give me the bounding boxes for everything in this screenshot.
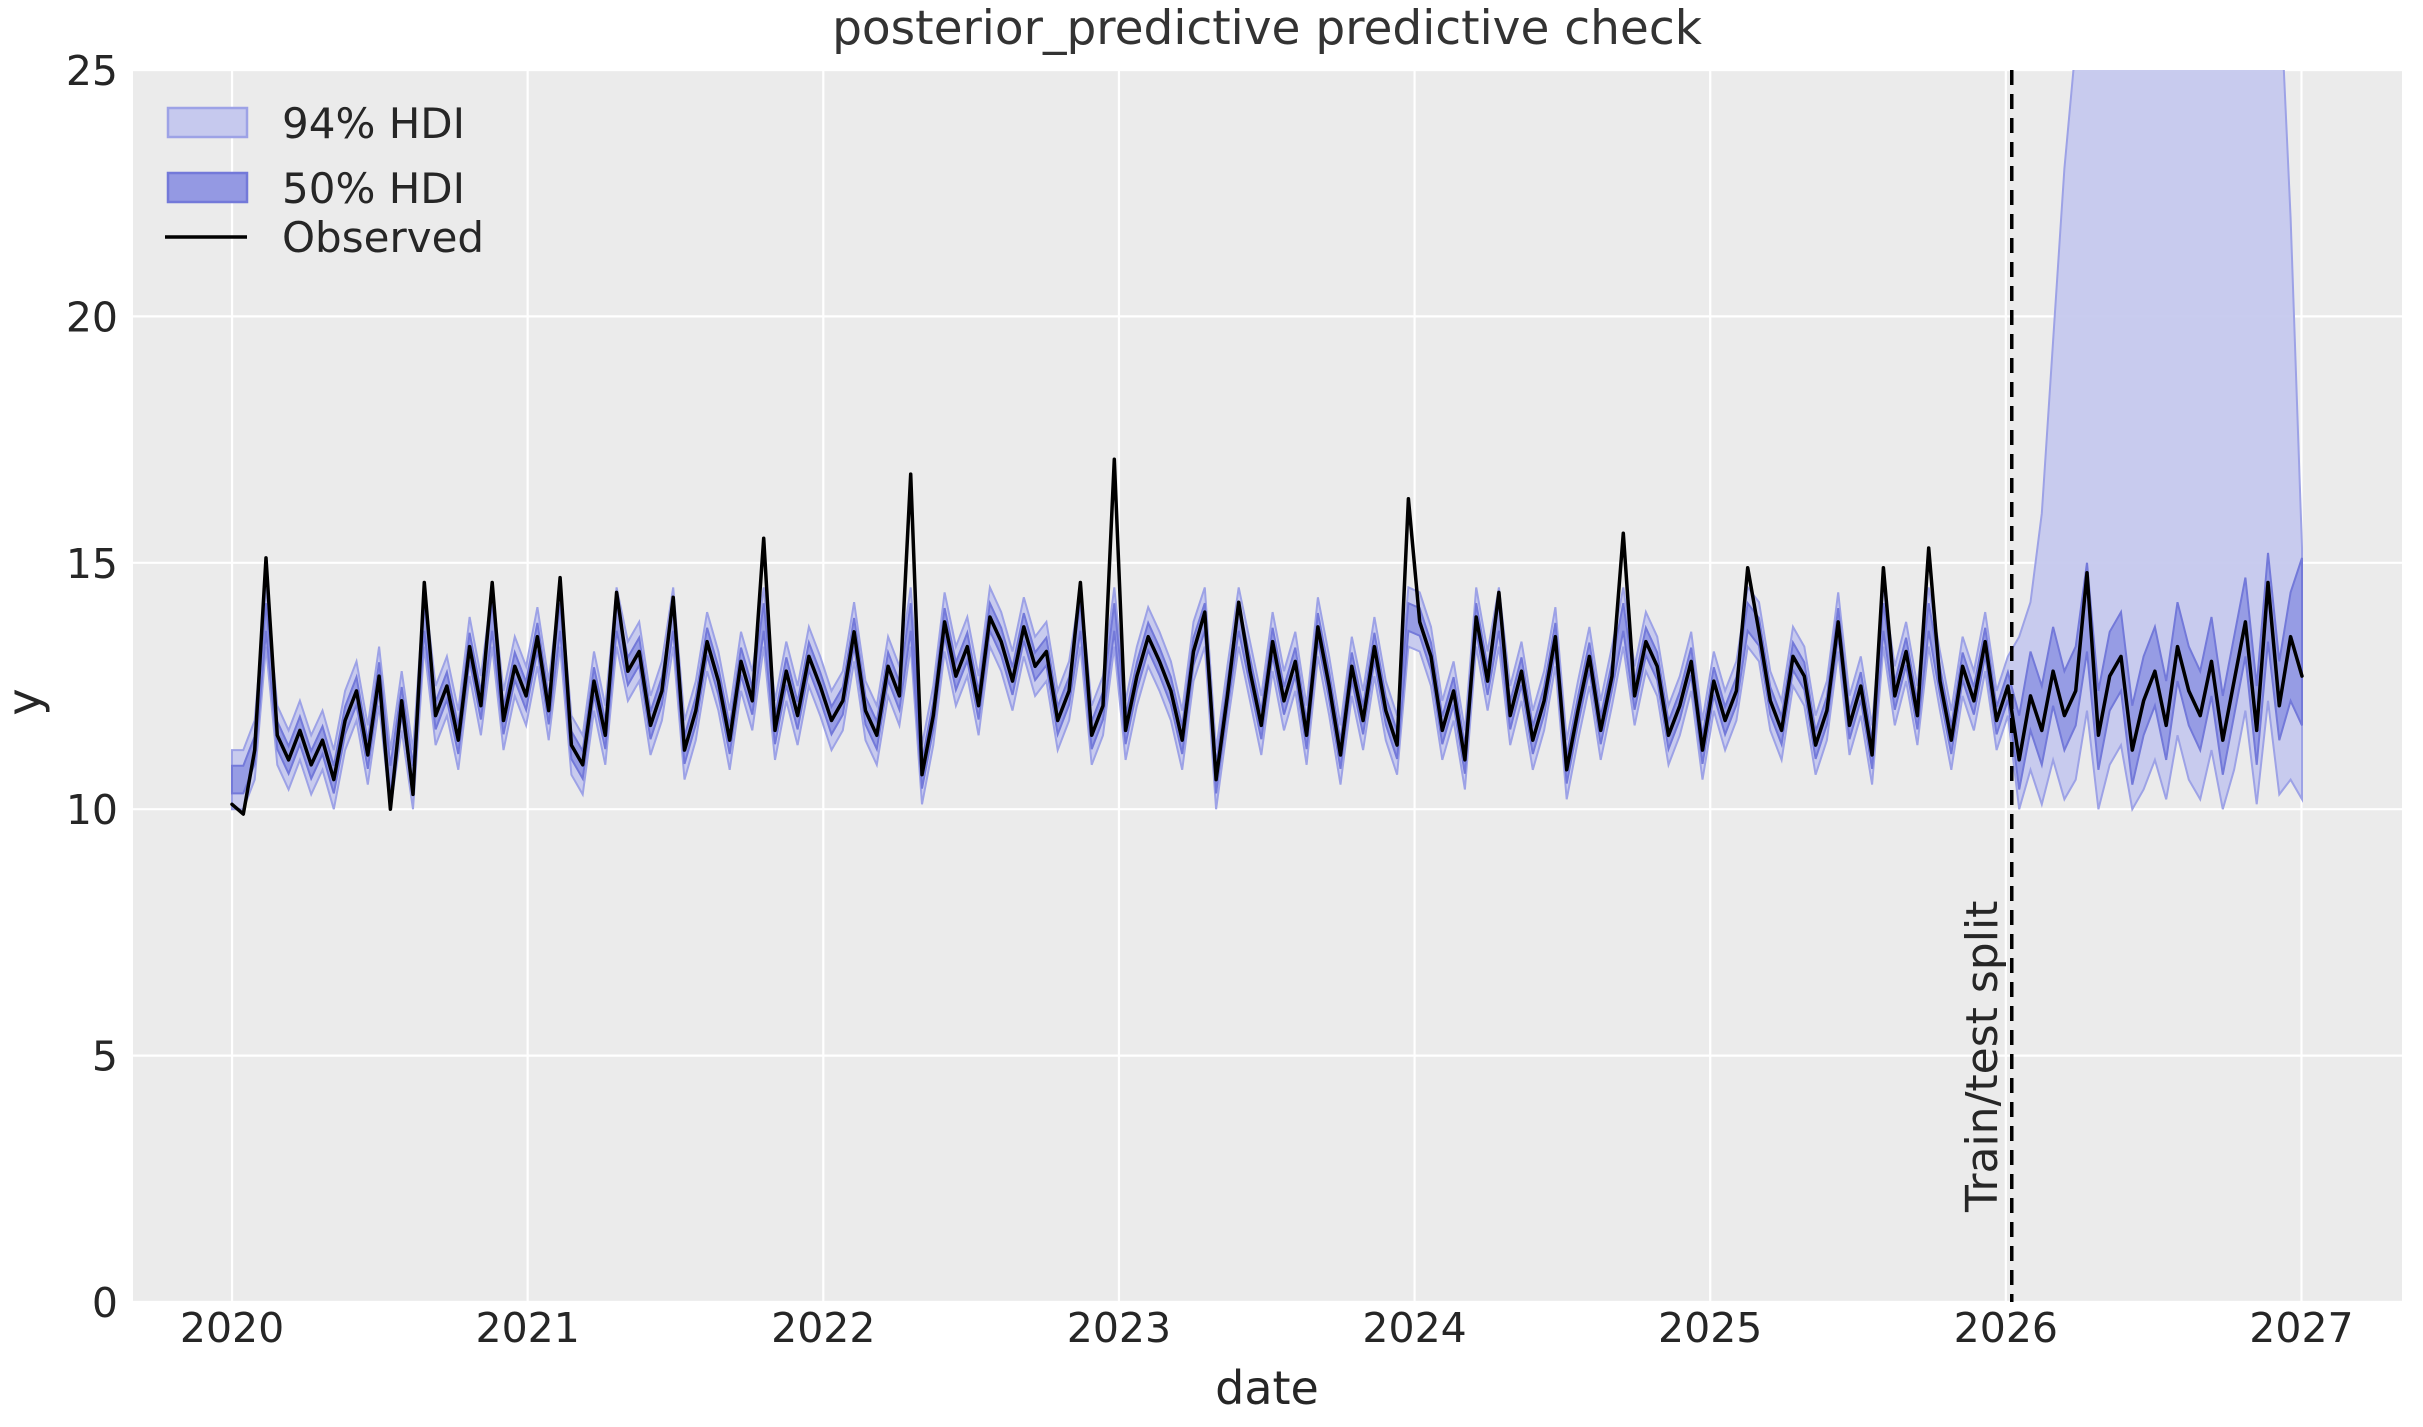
legend-label-94-hdi: 94% HDI — [282, 99, 465, 148]
x-tick-label: 2020 — [180, 1304, 284, 1352]
y-tick-label: 25 — [66, 47, 118, 95]
y-tick-label: 20 — [66, 293, 118, 341]
x-tick-label: 2025 — [1658, 1304, 1762, 1352]
x-tick-label: 2024 — [1362, 1304, 1466, 1352]
x-tick-label: 2026 — [1954, 1304, 2058, 1352]
legend: 94% HDI 50% HDI Observed — [165, 99, 484, 262]
legend-label-observed: Observed — [282, 213, 484, 262]
x-tick-label: 2021 — [476, 1304, 580, 1352]
hdi50-swatch-border-icon — [166, 171, 249, 204]
hdi94-swatch-border-icon — [166, 106, 249, 139]
hdi94-swatch-icon — [168, 108, 247, 137]
x-axis-label: date — [1215, 1361, 1319, 1415]
data-layers — [230, 70, 2304, 816]
legend-label-50-hdi: 50% HDI — [282, 164, 465, 213]
chart-title: posterior_predictive predictive check — [832, 1, 1703, 56]
train-test-split-label: Train/test split — [1957, 901, 2008, 1213]
x-tick-label: 2027 — [2249, 1304, 2353, 1352]
y-tick-label: 15 — [66, 540, 118, 588]
y-axis-label: y — [0, 688, 51, 715]
observed-series-line — [230, 457, 2304, 816]
axis-ticks: 2020 2021 2022 2023 2024 2025 2026 202705101520… — [66, 47, 2354, 1352]
y-tick-label: 10 — [66, 786, 118, 834]
x-tick-label: 2023 — [1067, 1304, 1171, 1352]
y-tick-label: 0 — [92, 1279, 118, 1327]
y-tick-label: 5 — [92, 1033, 118, 1081]
hdi50-swatch-icon — [168, 173, 247, 202]
x-tick-label: 2022 — [771, 1304, 875, 1352]
